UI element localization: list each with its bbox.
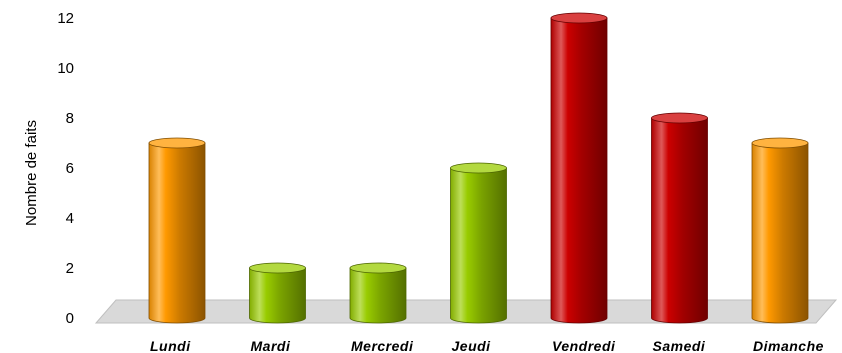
y-tick-label: 0: [66, 310, 74, 327]
bar-body: [249, 267, 306, 324]
bar: [249, 262, 306, 324]
x-axis-labels: Lundi Mardi Mercredi Jeudi Vendredi Samedi Dim…: [150, 338, 824, 353]
y-axis-ticks: 0 2 4 6 8 10 12: [57, 10, 74, 327]
bar-body: [349, 267, 407, 324]
bar-top: [550, 12, 608, 24]
bar-top: [450, 162, 507, 174]
y-tick-label: 2: [66, 260, 74, 277]
bar: [651, 112, 708, 324]
y-tick-label: 10: [57, 60, 74, 77]
bar-top: [751, 137, 809, 149]
bar-body: [148, 142, 206, 324]
x-tick-label: Lundi: [150, 338, 191, 353]
bar-top: [349, 262, 407, 274]
bar: [450, 162, 507, 324]
bar: [550, 12, 608, 324]
y-tick-label: 8: [66, 110, 74, 127]
bar-body: [651, 117, 708, 324]
y-tick-label: 6: [66, 160, 74, 177]
bar-body: [450, 167, 507, 324]
x-tick-label: Jeudi: [452, 338, 492, 353]
x-tick-label: Mercredi: [351, 338, 414, 353]
bar-body: [550, 17, 608, 324]
x-tick-label: Dimanche: [753, 338, 824, 353]
x-tick-label: Mardi: [251, 338, 291, 353]
bar: [349, 262, 407, 324]
bar: [148, 137, 206, 324]
x-tick-label: Vendredi: [552, 338, 616, 353]
y-tick-label: 4: [66, 210, 74, 227]
bars: [148, 12, 809, 324]
bar-top: [249, 262, 306, 274]
bar-top: [651, 112, 708, 124]
y-axis-label: Nombre de faits: [23, 120, 40, 226]
bar: [751, 137, 809, 324]
x-tick-label: Samedi: [653, 338, 706, 353]
bar-top: [148, 137, 206, 149]
y-tick-label: 12: [57, 10, 74, 27]
bar-body: [751, 142, 809, 324]
